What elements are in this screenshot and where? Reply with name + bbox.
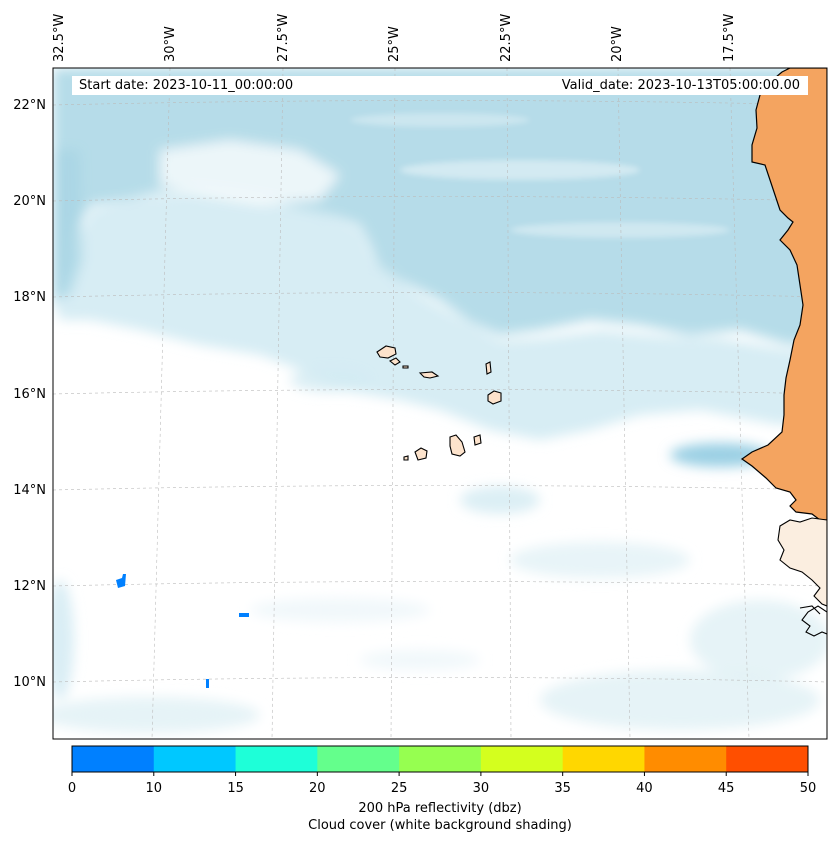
grid-lon-25w xyxy=(390,68,396,739)
colorbar-tick-0: 0 xyxy=(67,781,77,796)
grid-lat-16n xyxy=(53,389,827,395)
grid-lon-22-5w xyxy=(506,68,512,739)
grid-lon-27-5w xyxy=(271,68,284,739)
colorbar-tick-30: 30 xyxy=(472,781,490,796)
cloud-patch-south-4 xyxy=(540,670,820,730)
cloud-cover-north xyxy=(53,68,827,345)
cloud-patch-west-strip xyxy=(53,150,82,300)
bijagos-coast xyxy=(777,517,827,607)
island-maio xyxy=(473,434,482,446)
grid-lat-20n xyxy=(53,196,827,202)
grid-lon-30w xyxy=(151,68,171,739)
cloud-streak-3 xyxy=(350,113,530,127)
lat-label-12n: 12°N xyxy=(13,579,46,594)
cloud-patch-south-3 xyxy=(690,600,827,680)
cloud-cover-north-light xyxy=(53,192,827,440)
reflectivity-cell-3 xyxy=(206,679,209,688)
colorbar-tick-10: 10 xyxy=(145,781,163,796)
cloud-patch-south-6 xyxy=(53,580,74,700)
island-sal xyxy=(485,361,492,375)
grid-lat-10n xyxy=(53,677,827,683)
cloud-streak-1 xyxy=(400,160,640,180)
reflectivity-cells xyxy=(116,574,249,688)
lat-label-10n: 10°N xyxy=(13,675,46,690)
cloud-patch-south-1 xyxy=(460,486,540,514)
lat-label-18n: 18°N xyxy=(13,290,46,305)
cloud-patch-south-7 xyxy=(250,598,430,622)
grid-lat-18n xyxy=(53,292,827,298)
cloud-patch-north-west xyxy=(160,140,340,205)
grid-lon-20w xyxy=(617,68,631,739)
colorbar-tick-25: 25 xyxy=(390,781,408,796)
island-sao-nicolau xyxy=(418,371,440,379)
cloud-patch-mid xyxy=(290,368,370,392)
island-boa-vista xyxy=(487,390,502,405)
grid-lon-17-5w xyxy=(729,68,750,739)
colorbar-label-cloud-cover: Cloud cover (white background shading) xyxy=(308,818,572,833)
graticule xyxy=(53,68,827,739)
colorbar-tick-35: 35 xyxy=(554,781,571,796)
island-santo-antao xyxy=(376,345,397,359)
cape-verde-islands xyxy=(376,345,502,461)
cloud-patch-south-5 xyxy=(53,697,260,733)
colorbar-tick-15: 15 xyxy=(227,781,244,796)
colorbar-tick-45: 45 xyxy=(717,781,735,796)
island-brava xyxy=(403,455,409,461)
reflectivity-cell-1 xyxy=(116,574,126,588)
guinea-coast-2 xyxy=(799,605,821,615)
island-santa-luzia xyxy=(402,365,409,369)
map-frame xyxy=(52,67,828,740)
colorbar-tick-50: 50 xyxy=(799,781,817,796)
grid-lat-12n xyxy=(53,581,827,587)
island-santiago xyxy=(449,434,466,457)
grid-lat-14n xyxy=(53,485,827,491)
cloud-streak-2 xyxy=(510,222,730,238)
lat-label-22n: 22°N xyxy=(13,98,46,113)
island-sao-vicente xyxy=(388,357,401,366)
grid-lat-22n xyxy=(53,100,827,106)
africa-land xyxy=(740,68,827,521)
colorbar-tick-20: 20 xyxy=(309,781,326,796)
island-fogo xyxy=(414,447,428,461)
cloud-patch-south-8 xyxy=(360,650,480,670)
lat-label-20n: 20°N xyxy=(13,194,46,209)
valid-date-text: Valid_date: 2023-10-13T05:00:00.00 xyxy=(561,78,800,93)
colorbar-label-reflectivity: 200 hPa reflectivity (dbz) xyxy=(358,801,522,816)
lat-label-16n: 16°N xyxy=(13,387,46,402)
cloud-patch-south-2 xyxy=(510,542,690,578)
colorbar-tick-40: 40 xyxy=(636,781,653,796)
reflectivity-cell-2 xyxy=(239,613,249,617)
cloud-cover-shading xyxy=(53,68,827,733)
lat-label-14n: 14°N xyxy=(13,483,46,498)
start-date-text: Start date: 2023-10-11_00:00:00 xyxy=(79,78,294,93)
date-info-bar: Start date: 2023-10-11_00:00:00 Valid_da… xyxy=(72,76,808,95)
